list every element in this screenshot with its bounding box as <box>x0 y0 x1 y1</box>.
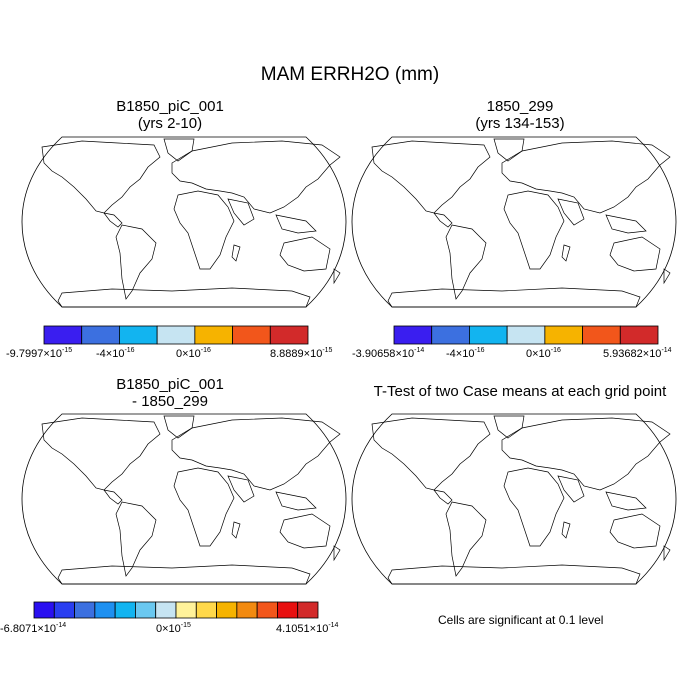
colorbar-swatch <box>232 325 271 345</box>
colorbar-swatch <box>544 325 583 345</box>
colorbar-label-max: 5.93682×10-14 <box>603 347 672 360</box>
colorbar-swatch <box>277 601 299 619</box>
panel-title-line2: - 1850_299 <box>20 393 320 410</box>
colorbar-swatch <box>619 325 659 345</box>
coastlines <box>371 415 671 585</box>
colorbar-swatch <box>155 601 177 619</box>
map-panel-bottom-left <box>21 413 347 585</box>
coastlines <box>41 415 341 585</box>
coastlines <box>41 138 341 308</box>
panel-title-bottom-right: T-Test of two Case means at each grid po… <box>345 383 695 400</box>
colorbar-swatch <box>175 601 197 619</box>
colorbar-swatch <box>469 325 508 345</box>
map-panel-bottom-right <box>351 413 677 585</box>
colorbar-swatch <box>53 601 75 619</box>
colorbar-swatch <box>297 601 319 619</box>
colorbar-label-min: -6.8071×10-14 <box>0 622 66 635</box>
panel-title-line1: T-Test of two Case means at each grid po… <box>345 383 695 400</box>
colorbar-swatch <box>74 601 96 619</box>
colorbar-top-left <box>43 325 309 345</box>
colorbar-swatch <box>216 601 238 619</box>
colorbar-swatch <box>431 325 470 345</box>
colorbar-bottom-left <box>33 601 319 619</box>
colorbar-swatch <box>114 601 136 619</box>
colorbar-label: 0×10-16 <box>526 347 561 360</box>
significance-note: Cells are significant at 0.1 level <box>438 613 603 627</box>
colorbar-swatch <box>236 601 258 619</box>
figure-title: MAM ERRH2O (mm) <box>0 64 700 86</box>
colorbar-swatch <box>135 601 157 619</box>
colorbar-swatch <box>393 325 433 345</box>
colorbar-swatch <box>43 325 83 345</box>
colorbar-swatch <box>33 601 55 619</box>
panel-title-line1: B1850_piC_001 <box>20 376 320 393</box>
panel-title-bottom-left: B1850_piC_001 - 1850_299 <box>20 376 320 410</box>
globe-outline <box>351 413 677 585</box>
colorbar-label-min: -9.7997×10-15 <box>6 347 72 360</box>
colorbar-swatch <box>156 325 196 345</box>
panel-title-line2: (yrs 134-153) <box>370 115 670 132</box>
colorbar-label: 0×10-15 <box>156 622 191 635</box>
colorbar-label-max: 8.8889×10-15 <box>270 347 332 360</box>
map-panel-top-right <box>351 136 677 308</box>
colorbar-label: -4×10-16 <box>446 347 485 360</box>
colorbar-swatch <box>506 325 546 345</box>
panel-title-line1: B1850_piC_001 <box>20 98 320 115</box>
globe-outline <box>21 413 347 585</box>
colorbar-swatch <box>194 325 233 345</box>
coastlines <box>371 138 671 308</box>
colorbar-swatch <box>119 325 158 345</box>
colorbar-swatch <box>195 601 217 619</box>
panel-title-top-right: 1850_299 (yrs 134-153) <box>370 98 670 132</box>
colorbar-swatch <box>256 601 278 619</box>
colorbar-swatch <box>269 325 309 345</box>
colorbar-swatch <box>94 601 116 619</box>
colorbar-label: -4×10-16 <box>96 347 135 360</box>
map-panel-top-left <box>21 136 347 308</box>
colorbar-label-min: -3.90658×10-14 <box>352 347 424 360</box>
colorbar-swatch <box>81 325 120 345</box>
globe-outline <box>351 136 677 308</box>
colorbar-label-max: 4.1051×10-14 <box>276 622 338 635</box>
panel-title-line1: 1850_299 <box>370 98 670 115</box>
panel-title-line2: (yrs 2-10) <box>20 115 320 132</box>
colorbar-swatch <box>582 325 621 345</box>
globe-outline <box>21 136 347 308</box>
colorbar-label: 0×10-16 <box>176 347 211 360</box>
panel-title-top-left: B1850_piC_001 (yrs 2-10) <box>20 98 320 132</box>
colorbar-top-right <box>393 325 659 345</box>
